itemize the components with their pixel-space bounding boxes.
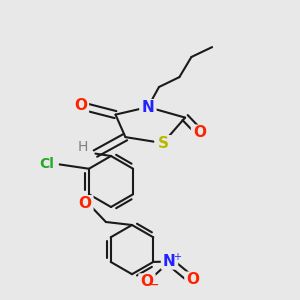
Text: H: H <box>78 140 88 154</box>
Text: −: − <box>147 278 159 291</box>
FancyBboxPatch shape <box>74 139 92 155</box>
FancyBboxPatch shape <box>72 98 89 114</box>
Text: +: + <box>173 251 181 262</box>
Text: N: N <box>142 100 154 115</box>
Text: O: O <box>140 274 154 289</box>
FancyBboxPatch shape <box>191 124 208 141</box>
FancyBboxPatch shape <box>139 99 157 115</box>
Text: S: S <box>158 136 168 151</box>
FancyBboxPatch shape <box>161 254 178 270</box>
FancyBboxPatch shape <box>76 195 94 211</box>
Text: O: O <box>74 98 87 113</box>
FancyBboxPatch shape <box>138 273 156 290</box>
Text: N: N <box>163 254 176 269</box>
Text: O: O <box>78 196 92 211</box>
Text: Cl: Cl <box>39 158 54 171</box>
Text: O: O <box>193 125 206 140</box>
FancyBboxPatch shape <box>34 156 59 172</box>
FancyBboxPatch shape <box>184 272 202 288</box>
Text: O: O <box>186 272 200 287</box>
FancyBboxPatch shape <box>154 135 172 151</box>
